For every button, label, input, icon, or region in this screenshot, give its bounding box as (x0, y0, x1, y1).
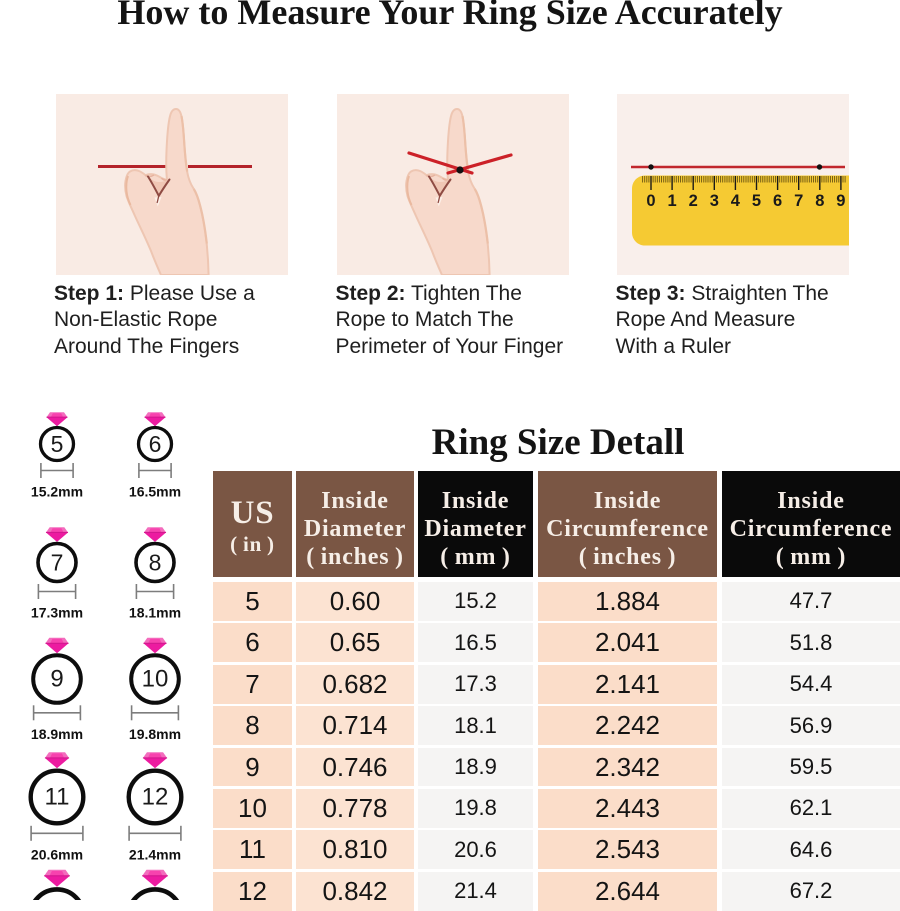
svg-text:3: 3 (710, 192, 719, 210)
svg-text:17.3mm: 17.3mm (31, 605, 83, 621)
svg-text:10: 10 (142, 666, 169, 693)
svg-text:21.4mm: 21.4mm (129, 847, 181, 863)
svg-text:19.8mm: 19.8mm (129, 726, 181, 742)
svg-text:8: 8 (149, 550, 162, 576)
svg-text:12: 12 (142, 784, 169, 811)
svg-text:1: 1 (668, 192, 677, 210)
svg-text:9: 9 (50, 666, 63, 693)
svg-text:5: 5 (752, 192, 761, 210)
svg-text:9: 9 (836, 192, 845, 210)
svg-text:20.6mm: 20.6mm (31, 847, 83, 863)
svg-text:8: 8 (815, 192, 824, 210)
svg-text:2: 2 (689, 192, 698, 210)
svg-text:18.1mm: 18.1mm (129, 605, 181, 621)
svg-text:16.5mm: 16.5mm (129, 484, 181, 500)
svg-text:18.9mm: 18.9mm (31, 726, 83, 742)
svg-text:0: 0 (646, 192, 655, 210)
svg-text:7: 7 (794, 192, 803, 210)
svg-text:7: 7 (51, 550, 64, 576)
svg-text:5: 5 (51, 431, 64, 457)
svg-text:11: 11 (45, 784, 70, 811)
svg-text:6: 6 (773, 192, 782, 210)
svg-text:6: 6 (149, 431, 162, 457)
svg-text:15.2mm: 15.2mm (31, 484, 83, 500)
svg-text:4: 4 (731, 192, 741, 210)
